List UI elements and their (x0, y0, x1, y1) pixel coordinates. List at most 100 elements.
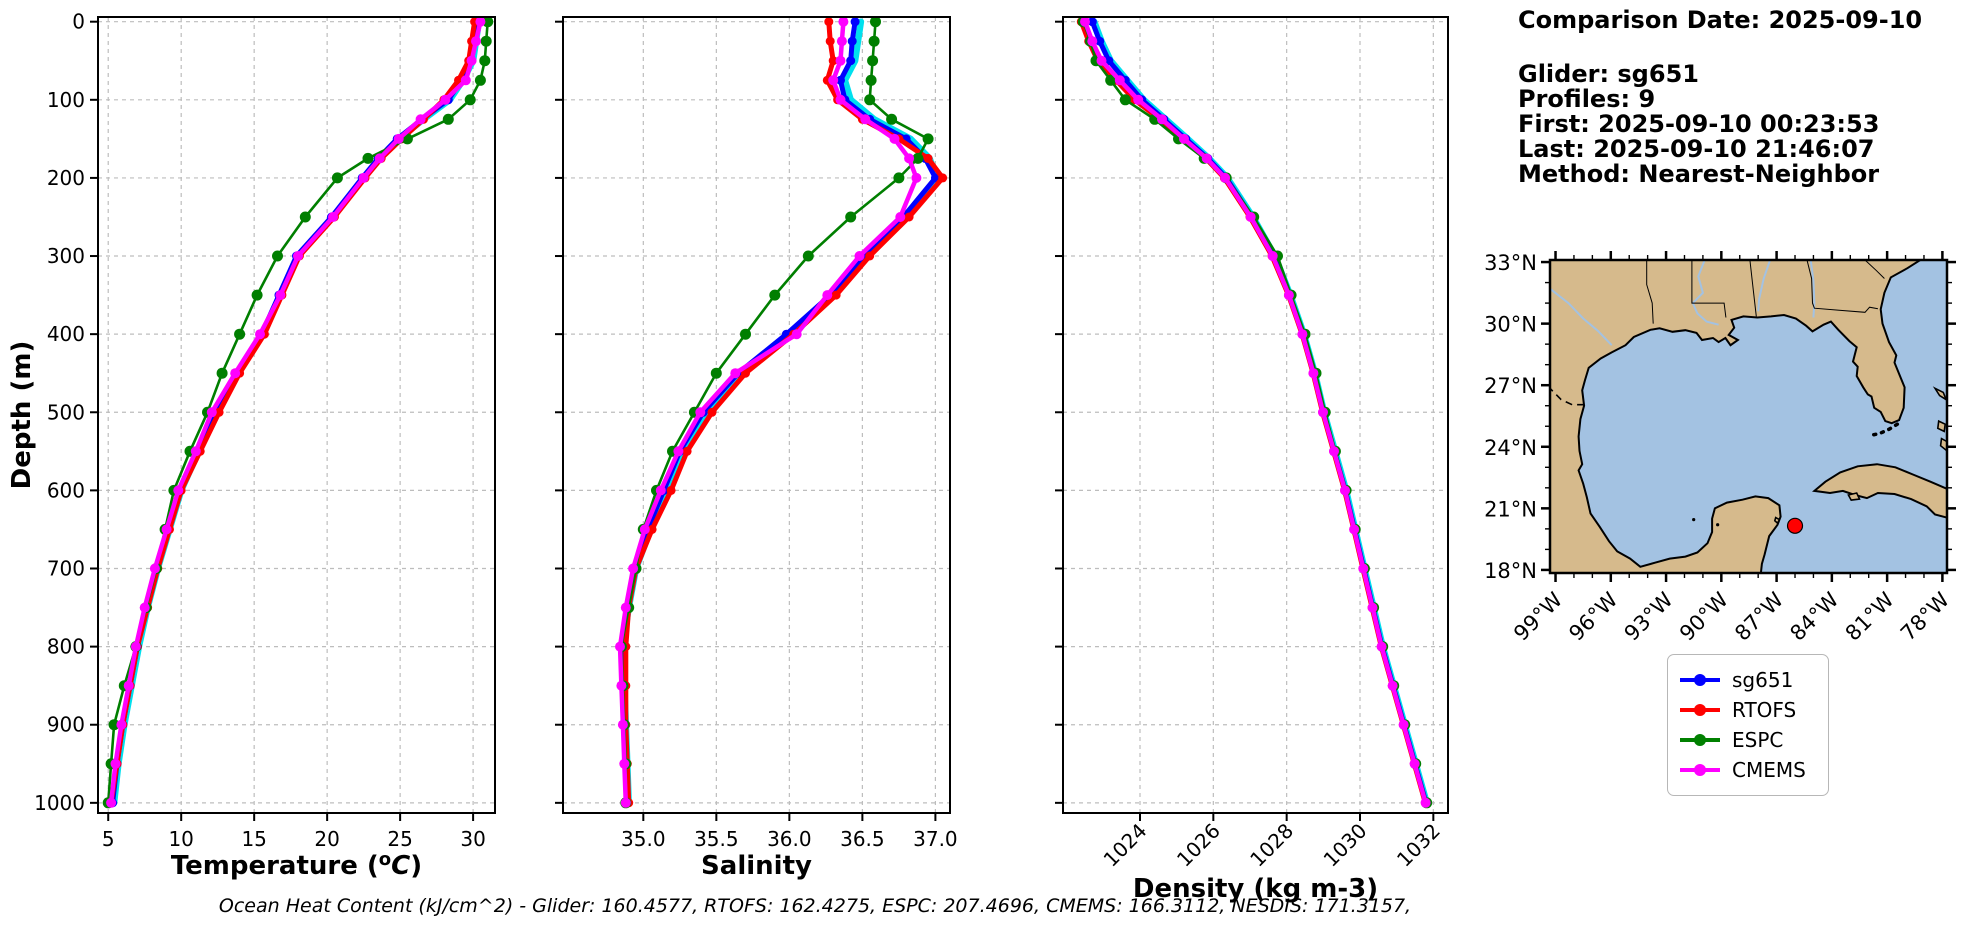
panel-salinity: 35.0 35.5 36.0 36.5 37.0 Salinity (555, 16, 958, 881)
map-florida-keys (1868, 422, 1900, 438)
svg-text:900: 900 (47, 713, 85, 737)
series-group-density (1076, 17, 1433, 809)
first-time-text: First: 2025-09-10 00:23:53 (1518, 110, 1880, 138)
svg-text:600: 600 (47, 478, 85, 502)
svg-text:24°N: 24°N (1484, 436, 1537, 460)
grid-density (1063, 17, 1448, 813)
map-border-4 (1864, 260, 1885, 279)
comparison-date-text: Comparison Date: 2025-09-10 (1518, 6, 1923, 34)
legend: sg651 RTOFS ESPC CMEMS (1667, 654, 1829, 796)
svg-text:81°W: 81°W (1841, 587, 1899, 645)
info-panel: Comparison Date: 2025-09-10 Glider: sg65… (1518, 8, 1922, 187)
map-land-mainland (1550, 260, 1923, 573)
y-axis-label-depth: Depth (m) (7, 341, 37, 490)
svg-text:400: 400 (47, 322, 85, 346)
svg-text:1000: 1000 (34, 791, 85, 815)
y-ticks-salinity (555, 20, 563, 804)
map-island-2 (1936, 419, 1947, 433)
legend-label: ESPC (1732, 728, 1784, 752)
series-markers-CMEMS-salinity (615, 17, 922, 808)
axes-frame-temperature (97, 16, 496, 814)
legend-item-ESPC: ESPC (1680, 725, 1816, 755)
svg-text:100: 100 (47, 88, 85, 112)
series-markers-CMEMS-density (1080, 17, 1431, 808)
svg-text:10: 10 (168, 827, 193, 851)
svg-text:0: 0 (72, 10, 85, 34)
svg-text:500: 500 (47, 400, 85, 424)
series-group-temperature (102, 17, 494, 809)
svg-text:93°W: 93°W (1620, 587, 1678, 645)
map-border-1 (1691, 260, 1727, 318)
legend-label: CMEMS (1732, 758, 1806, 782)
x-axis-label-salinity: Salinity (701, 851, 812, 881)
series-markers-CMEMS-temperature (106, 17, 486, 808)
svg-text:21°N: 21°N (1484, 497, 1537, 521)
axes-frame-salinity (562, 16, 951, 814)
series-line-CMEMS-temperature (108, 19, 483, 806)
svg-text:200: 200 (47, 166, 85, 190)
legend-line-sample-sg651 (1680, 673, 1720, 687)
svg-text:300: 300 (47, 244, 85, 268)
map-border-0 (1646, 260, 1654, 324)
svg-text:1032: 1032 (1392, 819, 1445, 872)
svg-text:78°W: 78°W (1896, 587, 1954, 645)
svg-text:90°W: 90°W (1675, 587, 1733, 645)
svg-text:33°N: 33°N (1484, 251, 1537, 275)
last-time-text: Last: 2025-09-10 21:46:07 (1518, 135, 1875, 163)
x-ticks-salinity: 35.0 35.5 36.0 36.5 37.0 (621, 813, 958, 851)
svg-text:30°N: 30°N (1484, 313, 1537, 337)
map-ticks (1541, 251, 1956, 582)
map-river-1 (1550, 287, 1613, 346)
series-line-RTOFS-density (1078, 19, 1428, 806)
legend-line-sample-ESPC (1680, 733, 1720, 747)
svg-text:25: 25 (387, 827, 412, 851)
svg-text:35.0: 35.0 (621, 827, 666, 851)
x-axis-label-density: Density (kg m-3) (1133, 874, 1378, 904)
method-text: Method: Nearest-Neighbor (1518, 160, 1880, 188)
svg-text:15: 15 (241, 827, 266, 851)
svg-text:27°N: 27°N (1484, 374, 1537, 398)
map-frame (1548, 258, 1949, 575)
legend-item-sg651: sg651 (1680, 665, 1816, 695)
series-line-CMEMS-salinity (617, 19, 919, 806)
svg-text:30: 30 (460, 827, 485, 851)
map-gulf-of-mexico: 33°N 30°N 27°N 24°N 21°N 18°N 99°W96°W93°W90°W… (1484, 251, 1956, 646)
legend-line-sample-RTOFS (1680, 703, 1720, 717)
ocean-heat-content-footer: Ocean Heat Content (kJ/cm^2) - Glider: 1… (218, 895, 1412, 917)
svg-text:1024: 1024 (1099, 819, 1152, 872)
legend-label: sg651 (1732, 668, 1794, 692)
info-gap (1518, 33, 1922, 62)
series-line-sg651-temperature (110, 19, 480, 806)
svg-text:36.0: 36.0 (767, 827, 812, 851)
svg-text:20: 20 (314, 827, 339, 851)
panel-temperature: 5 10 15 20 25 3001002003004005006007008009001… (34, 10, 496, 881)
map-border-2 (1749, 260, 1757, 317)
map-river-3 (1809, 260, 1816, 318)
svg-text:37.0: 37.0 (913, 827, 958, 851)
grid-temperature (98, 17, 495, 813)
legend-item-CMEMS: CMEMS (1680, 755, 1816, 785)
x-ticks-temperature: 5 10 15 20 25 30 (102, 813, 486, 851)
map-features (1550, 260, 1947, 573)
x-axis-label-temperature: Temperature (oC) (171, 849, 422, 881)
svg-text:99°W: 99°W (1509, 587, 1567, 645)
svg-text:18°N: 18°N (1484, 559, 1537, 583)
map-river-2 (1757, 260, 1772, 312)
panel-density: 1024 1026 1028 1030 1032 Density (kg m-3) (1055, 16, 1449, 904)
map-border-3 (1806, 260, 1878, 313)
series-line-NESDIS-temperature (110, 18, 483, 807)
map-glider-position-marker (1786, 517, 1804, 534)
profiles-text: Profiles: 9 (1518, 85, 1656, 113)
svg-text:36.5: 36.5 (840, 827, 885, 851)
svg-text:84°W: 84°W (1785, 587, 1843, 645)
map-island-4 (1773, 516, 1781, 525)
map-island-3 (1939, 437, 1947, 452)
legend-item-RTOFS: RTOFS (1680, 695, 1816, 725)
svg-text:1028: 1028 (1245, 819, 1298, 872)
legend-line-sample-CMEMS (1680, 763, 1720, 777)
map-island-0 (1847, 492, 1861, 501)
svg-text:1026: 1026 (1172, 819, 1225, 872)
svg-text:700: 700 (47, 556, 85, 580)
svg-text:87°W: 87°W (1730, 587, 1788, 645)
